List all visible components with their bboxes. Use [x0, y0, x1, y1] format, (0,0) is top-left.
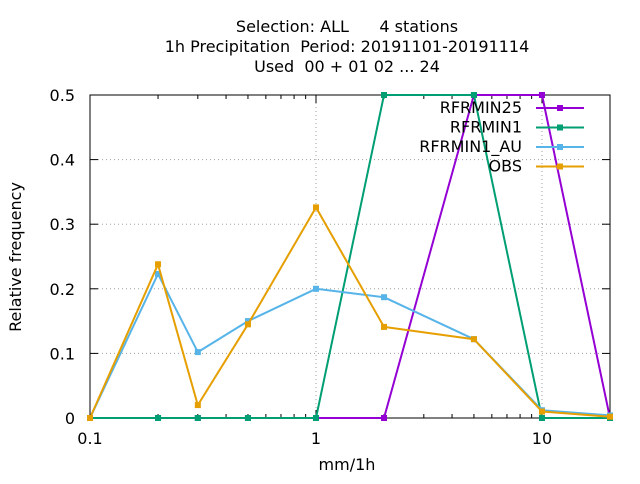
y-tick-label: 0.5 — [50, 86, 75, 105]
data-point — [381, 294, 388, 301]
y-tick-label: 0 — [65, 409, 75, 428]
y-tick-label: 0.3 — [50, 215, 75, 234]
legend-marker — [557, 144, 563, 150]
x-tick-label: 1 — [311, 429, 321, 448]
x-tick-label: 10 — [532, 429, 552, 448]
data-point — [194, 402, 201, 409]
data-point — [470, 92, 477, 98]
data-point — [312, 415, 319, 421]
legend-marker — [557, 105, 563, 111]
data-point — [194, 415, 201, 421]
legend-label: OBS — [489, 157, 522, 176]
data-point — [244, 321, 251, 328]
data-point — [381, 415, 388, 421]
data-point — [470, 336, 477, 343]
chart-title: Selection: ALL 4 stations 1h Precipitati… — [165, 17, 530, 76]
series-line — [89, 206, 611, 419]
title-line-2: 1h Precipitation Period: 20191101-201911… — [165, 37, 530, 56]
legend-marker — [557, 163, 563, 170]
y-tick-label: 0.2 — [50, 280, 75, 299]
data-point — [155, 415, 162, 421]
legend-label: RFRMIN25 — [440, 98, 522, 117]
data-point — [312, 285, 319, 292]
legend-label: RFRMIN1_AU — [419, 137, 522, 157]
data-point — [312, 204, 319, 211]
y-tick-label: 0.4 — [50, 151, 75, 170]
series-line — [89, 272, 611, 419]
series-layer — [87, 92, 613, 421]
legend-entry: RFRMIN1_AU — [419, 137, 584, 157]
data-point — [244, 318, 251, 325]
legend-entry: RFRMIN25 — [440, 98, 584, 117]
series-rfrmin1 — [87, 92, 613, 421]
x-tick-label: 0.1 — [77, 429, 102, 448]
data-point — [607, 413, 613, 420]
legend-entry: RFRMIN1 — [450, 118, 584, 137]
legend-marker — [557, 124, 563, 131]
data-point — [381, 323, 388, 330]
series-line — [90, 94, 610, 419]
data-point — [538, 415, 545, 421]
data-point — [381, 92, 388, 98]
data-point — [538, 408, 545, 415]
x-axis-label: mm/1h — [319, 455, 376, 474]
data-point — [538, 92, 545, 98]
legend-entry: OBS — [489, 157, 584, 176]
grid — [89, 95, 610, 418]
title-line-3: Used 00 + 01 02 ... 24 — [254, 57, 440, 76]
title-line-1: Selection: ALL 4 stations — [236, 17, 458, 36]
legend-label: RFRMIN1 — [450, 118, 522, 137]
series-obs — [87, 204, 613, 421]
data-point — [244, 415, 251, 421]
data-point — [87, 415, 93, 421]
data-point — [155, 261, 162, 268]
y-tick-label: 0.1 — [50, 344, 75, 363]
y-axis-label: Relative frequency — [6, 182, 25, 332]
data-point — [155, 270, 162, 277]
data-point — [194, 349, 201, 356]
